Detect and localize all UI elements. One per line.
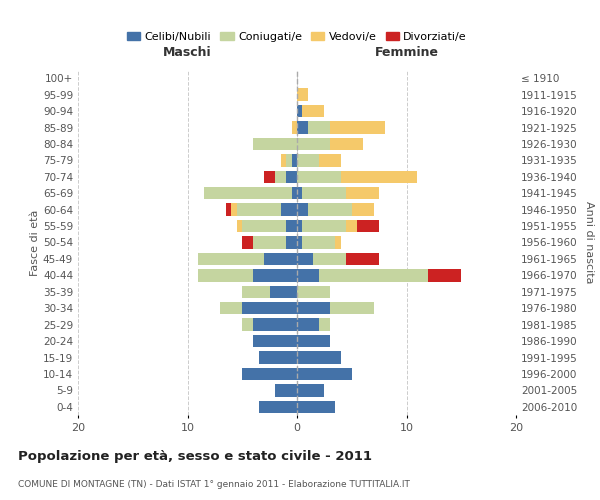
Bar: [302, 236, 335, 248]
Bar: [302, 105, 325, 117]
Bar: [302, 187, 346, 200]
Bar: [297, 88, 308, 101]
Bar: [346, 220, 357, 232]
Bar: [319, 318, 330, 331]
Bar: [319, 269, 428, 281]
Bar: [297, 154, 319, 166]
Bar: [330, 138, 363, 150]
Bar: [226, 204, 232, 216]
Bar: [297, 384, 325, 396]
Bar: [253, 138, 297, 150]
Bar: [237, 220, 242, 232]
Bar: [319, 154, 341, 166]
Bar: [297, 138, 330, 150]
Bar: [330, 122, 385, 134]
Bar: [330, 302, 374, 314]
Bar: [297, 335, 330, 347]
Bar: [281, 154, 286, 166]
Bar: [335, 236, 341, 248]
Bar: [286, 154, 292, 166]
Bar: [352, 204, 374, 216]
Bar: [297, 269, 319, 281]
Bar: [297, 204, 308, 216]
Bar: [346, 187, 379, 200]
Bar: [259, 400, 297, 413]
Y-axis label: Anni di nascita: Anni di nascita: [584, 201, 594, 284]
Bar: [253, 318, 297, 331]
Bar: [286, 170, 297, 183]
Bar: [242, 220, 286, 232]
Bar: [242, 302, 297, 314]
Bar: [297, 170, 341, 183]
Bar: [308, 204, 352, 216]
Bar: [242, 236, 253, 248]
Bar: [313, 253, 346, 265]
Bar: [292, 154, 297, 166]
Bar: [297, 368, 352, 380]
Bar: [269, 286, 297, 298]
Bar: [308, 122, 330, 134]
Bar: [232, 204, 237, 216]
Bar: [297, 286, 330, 298]
Bar: [297, 187, 302, 200]
Bar: [292, 187, 297, 200]
Bar: [204, 187, 292, 200]
Bar: [292, 122, 297, 134]
Bar: [297, 236, 302, 248]
Bar: [259, 352, 297, 364]
Bar: [220, 302, 242, 314]
Bar: [264, 170, 275, 183]
Bar: [297, 400, 335, 413]
Bar: [341, 170, 418, 183]
Bar: [297, 253, 313, 265]
Bar: [264, 253, 297, 265]
Bar: [297, 220, 302, 232]
Bar: [199, 269, 253, 281]
Bar: [297, 105, 302, 117]
Bar: [281, 204, 297, 216]
Bar: [286, 220, 297, 232]
Bar: [275, 384, 297, 396]
Bar: [199, 253, 264, 265]
Bar: [428, 269, 461, 281]
Bar: [242, 286, 269, 298]
Bar: [357, 220, 379, 232]
Bar: [253, 236, 286, 248]
Bar: [253, 269, 297, 281]
Bar: [297, 302, 330, 314]
Bar: [242, 368, 297, 380]
Bar: [242, 318, 253, 331]
Bar: [297, 352, 341, 364]
Legend: Celibi/Nubili, Coniugati/e, Vedovi/e, Divorziati/e: Celibi/Nubili, Coniugati/e, Vedovi/e, Di…: [122, 28, 472, 46]
Bar: [302, 220, 346, 232]
Bar: [346, 253, 379, 265]
Bar: [253, 335, 297, 347]
Text: COMUNE DI MONTAGNE (TN) - Dati ISTAT 1° gennaio 2011 - Elaborazione TUTTITALIA.I: COMUNE DI MONTAGNE (TN) - Dati ISTAT 1° …: [18, 480, 410, 489]
Bar: [275, 170, 286, 183]
Text: Popolazione per età, sesso e stato civile - 2011: Popolazione per età, sesso e stato civil…: [18, 450, 372, 463]
Y-axis label: Fasce di età: Fasce di età: [30, 210, 40, 276]
Bar: [237, 204, 281, 216]
Text: Femmine: Femmine: [374, 46, 439, 59]
Text: Maschi: Maschi: [163, 46, 212, 59]
Bar: [297, 318, 319, 331]
Bar: [286, 236, 297, 248]
Bar: [297, 122, 308, 134]
